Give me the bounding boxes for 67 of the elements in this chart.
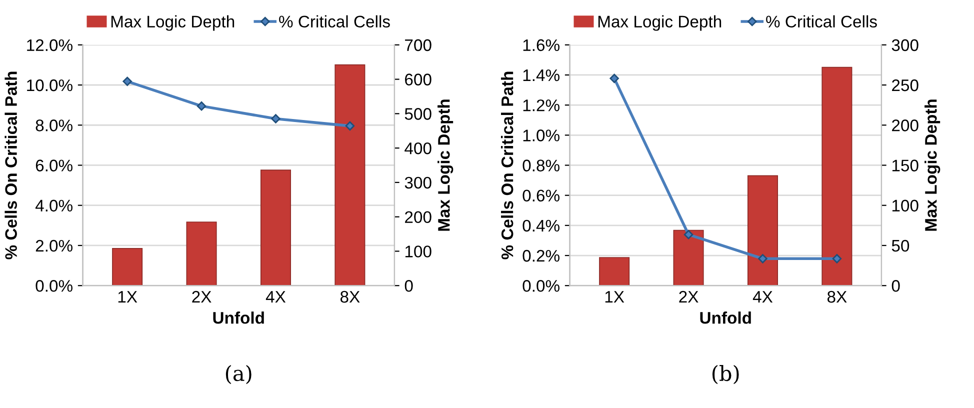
y2-tick-label: 100 bbox=[405, 246, 432, 258]
y2-tick-label: 50 bbox=[892, 240, 910, 252]
point bbox=[345, 121, 355, 131]
y2-axis-title: Max Logic Depth bbox=[438, 100, 454, 231]
y2-tick-label: 500 bbox=[404, 108, 432, 120]
y-axis-title: % Cells On Critical Path bbox=[500, 72, 514, 260]
legend-label: Max Logic Depth bbox=[598, 15, 722, 31]
y2-tick-label: 100 bbox=[892, 200, 918, 212]
y-tick-label: 1.6% bbox=[523, 39, 560, 52]
bar bbox=[747, 175, 778, 286]
point bbox=[610, 74, 619, 84]
y2-tick-label: 400 bbox=[404, 142, 432, 154]
legend-label: % Critical Cells bbox=[279, 15, 390, 28]
y2-tick-label: 250 bbox=[892, 79, 918, 92]
y2-tick-label: 0 bbox=[892, 280, 900, 292]
y-tick-label: 0.0% bbox=[36, 280, 72, 292]
y2-tick-label: 0 bbox=[404, 280, 413, 292]
bar bbox=[599, 257, 630, 286]
y2-axis-title: Max Logic Depth bbox=[924, 100, 940, 231]
x-axis-title: Unfold bbox=[213, 312, 264, 324]
y-tick-label: 1.0% bbox=[523, 130, 560, 142]
x-tick-label: 2X bbox=[192, 290, 212, 303]
y-tick-label: 4.0% bbox=[35, 200, 72, 212]
point bbox=[271, 114, 280, 124]
y2-tick-label: 200 bbox=[892, 120, 918, 132]
y-tick-label: 1.4% bbox=[523, 69, 560, 82]
y-tick-label: 0.6% bbox=[522, 190, 560, 202]
y2-tick-label: 300 bbox=[404, 176, 432, 189]
y-tick-label: 12.0% bbox=[27, 39, 72, 52]
y2-tick-label: 200 bbox=[405, 211, 432, 224]
x-tick-label: 4X bbox=[752, 291, 773, 303]
point bbox=[832, 254, 842, 264]
y-tick-label: 2.0% bbox=[36, 240, 72, 252]
bar bbox=[334, 64, 366, 286]
point bbox=[196, 101, 206, 111]
bar bbox=[822, 66, 852, 286]
bar bbox=[112, 248, 143, 286]
y-tick-label: 0.2% bbox=[522, 250, 560, 262]
y2-tick-label: 150 bbox=[892, 160, 918, 172]
point bbox=[122, 76, 132, 86]
y2-tick-label: 300 bbox=[892, 39, 918, 52]
text: (a) bbox=[226, 365, 252, 384]
bar bbox=[260, 170, 291, 286]
y-tick-label: 0.0% bbox=[522, 280, 560, 292]
bar bbox=[186, 222, 217, 286]
x-tick-label: 2X bbox=[679, 290, 698, 303]
x-tick-label: 8X bbox=[340, 290, 360, 303]
y2-tick-label: 700 bbox=[405, 39, 432, 52]
y-tick-label: 8.0% bbox=[36, 120, 72, 132]
y-tick-label: 0.8% bbox=[522, 160, 560, 172]
y-tick-label: 0.4% bbox=[522, 220, 560, 232]
legend-label: % Critical Cells bbox=[766, 15, 877, 28]
x-tick-label: 1X bbox=[118, 291, 138, 303]
legend-label: Max Logic Depth bbox=[111, 15, 234, 31]
y-tick-label: 1.2% bbox=[523, 99, 560, 112]
x-axis-title: Unfold bbox=[700, 312, 751, 324]
text: (b) bbox=[712, 365, 739, 384]
point bbox=[758, 254, 768, 264]
x-tick-label: 1X bbox=[605, 291, 624, 303]
bar bbox=[673, 230, 704, 286]
x-tick-label: 4X bbox=[266, 291, 286, 303]
x-tick-label: 8X bbox=[827, 290, 847, 303]
y-tick-label: 10.0% bbox=[27, 79, 72, 92]
point bbox=[684, 230, 694, 240]
y2-tick-label: 600 bbox=[405, 74, 432, 86]
y-tick-label: 6.0% bbox=[36, 160, 72, 172]
y-axis-title: % Cells On Critical Path bbox=[4, 72, 17, 260]
